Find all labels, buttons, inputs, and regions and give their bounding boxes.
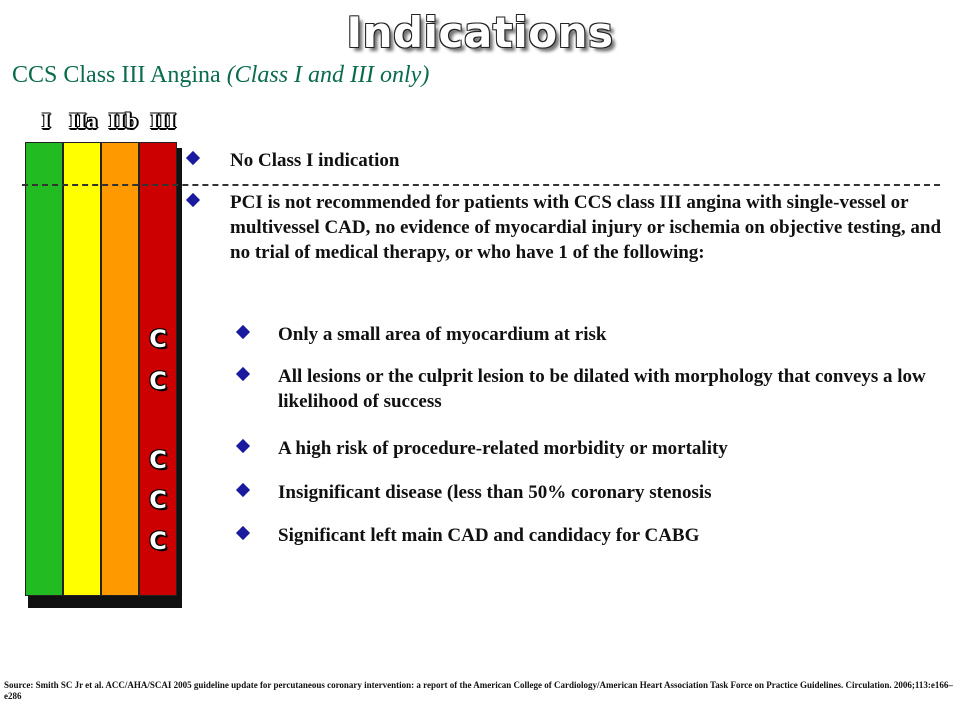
diamond-bullet-icon [185, 150, 201, 166]
bullet-text: PCI is not recommended for patients with… [230, 192, 942, 263]
class-bar-I [25, 142, 63, 596]
sub-bullet-4: Insignificant disease (less than 50% cor… [235, 480, 950, 505]
class-III-mark-3: C [149, 446, 167, 474]
diamond-bullet-icon [235, 366, 251, 382]
sub-bullet-2: All lesions or the culprit lesion to be … [235, 364, 950, 414]
diamond-bullet-icon [235, 525, 251, 541]
sub-bullet-5: Significant left main CAD and candidacy … [235, 523, 950, 548]
class-III-mark-4: C [149, 486, 167, 514]
class-label-III: III [150, 108, 176, 133]
class-label-IIa: IIa [68, 108, 98, 133]
slide-subtitle: CCS Class III Angina (Class I and III on… [12, 62, 429, 89]
diamond-bullet-icon [235, 438, 251, 454]
subtitle-main: CCS Class III Angina [12, 62, 227, 88]
diamond-bullet-icon [185, 192, 201, 208]
diamond-bullet-icon [235, 324, 251, 340]
class-bar-III [139, 142, 177, 596]
sub-bullet-1: Only a small area of myocardium at risk [235, 322, 950, 347]
bullet-pci-not-recommended: PCI is not recommended for patients with… [185, 190, 942, 265]
subtitle-italic: (Class I and III only) [226, 62, 430, 88]
class-III-mark-2: C [149, 367, 167, 395]
bullet-text: No Class I indication [230, 150, 400, 171]
class-label-I: I [41, 108, 51, 133]
sub-bullet-text: Only a small area of myocardium at risk [278, 324, 607, 345]
bullet-no-class-i: No Class I indication [185, 148, 930, 173]
sub-bullet-text: Significant left main CAD and candidacy … [278, 525, 700, 546]
class-label-IIb: IIb [108, 108, 138, 133]
slide-title: Indications [346, 8, 614, 57]
class-bar-IIa [63, 142, 101, 596]
sub-bullet-text: Insignificant disease (less than 50% cor… [278, 482, 712, 503]
sub-bullet-text: All lesions or the culprit lesion to be … [278, 366, 926, 412]
class-divider [22, 184, 940, 186]
class-bar-IIb [101, 142, 139, 596]
sub-bullet-3: A high risk of procedure-related morbidi… [235, 436, 950, 461]
class-III-mark-1: C [149, 325, 167, 353]
class-III-mark-5: C [149, 527, 167, 555]
diamond-bullet-icon [235, 482, 251, 498]
sub-bullet-text: A high risk of procedure-related morbidi… [278, 438, 728, 459]
source-citation: Source: Smith SC Jr et al. ACC/AHA/SCAI … [4, 680, 953, 701]
